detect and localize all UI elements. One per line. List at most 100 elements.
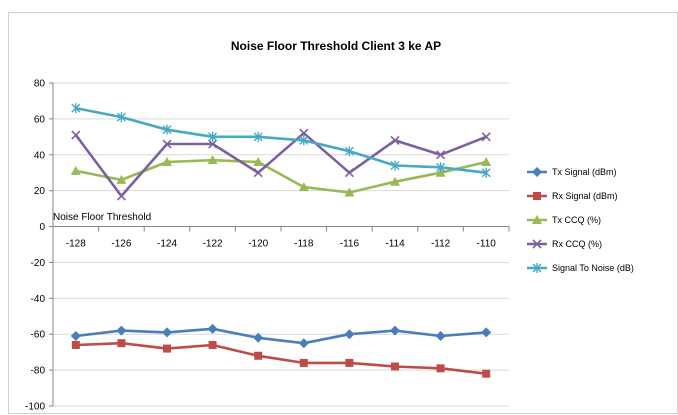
data-point [481, 167, 491, 178]
data-point [162, 156, 172, 166]
data-point [117, 339, 126, 348]
legend: Tx Signal (dBm) Rx Signal (dBm) Tx CCQ (%)… [527, 167, 634, 273]
y-tick-label: -80 [31, 366, 46, 377]
series-line [75, 327, 487, 345]
y-tick-label: -40 [31, 294, 46, 305]
data-point [482, 369, 491, 378]
x-axis: -128 -126 -124 -122 -120 -118 -116 -114 -112 -110 [52, 226, 510, 250]
y-tick-label: 60 [34, 114, 46, 125]
y-tick-label: -60 [31, 330, 46, 341]
legend-label: Rx Signal (dBm) [552, 191, 618, 201]
data-point [299, 128, 309, 138]
data-point [299, 135, 309, 146]
y-axis: -100 -80 -60 -40 -20 0 20 40 60 80 [25, 79, 54, 413]
data-point [208, 131, 218, 142]
data-point [390, 160, 400, 171]
data-point [344, 187, 355, 197]
series-4 [71, 128, 491, 201]
data-point [436, 364, 445, 373]
x-tick-label: -116 [340, 239, 360, 250]
legend-label: Rx CCQ (%) [552, 239, 602, 249]
data-point [390, 325, 400, 336]
data-point [71, 340, 80, 349]
y-tick-label: 80 [34, 79, 46, 90]
data-point [344, 146, 354, 157]
y-tick-label: 40 [34, 150, 46, 161]
legend-entry: Signal To Noise (dB) [527, 263, 634, 273]
data-point [436, 150, 446, 160]
series-group [70, 103, 492, 378]
data-point [481, 132, 491, 142]
data-point [207, 155, 218, 165]
data-point [116, 174, 127, 184]
data-point [208, 139, 218, 149]
data-point [481, 156, 492, 166]
legend-label: Signal To Noise (dB) [552, 263, 634, 273]
y-tick-label: -100 [25, 402, 45, 413]
data-point [391, 362, 399, 371]
data-point [435, 331, 446, 342]
data-point [253, 156, 264, 166]
y-tick-label: -20 [31, 258, 46, 269]
data-point [70, 165, 81, 175]
series-1 [70, 323, 492, 349]
data-point [481, 327, 492, 338]
legend-entry: Rx CCQ (%) [527, 239, 602, 249]
legend-entry: Rx Signal (dBm) [527, 191, 618, 201]
data-point [345, 358, 354, 367]
data-point [533, 192, 541, 200]
data-point [253, 131, 263, 142]
x-tick-label: -126 [111, 239, 131, 250]
series-line [75, 106, 487, 174]
data-point [253, 332, 264, 343]
data-point [70, 331, 81, 342]
series-line [75, 341, 487, 375]
x-tick-label: -122 [203, 239, 223, 250]
data-point [532, 215, 542, 224]
data-point [344, 329, 355, 340]
series-2 [71, 339, 491, 378]
data-point [207, 323, 218, 334]
data-point [116, 325, 127, 336]
data-point [162, 139, 172, 149]
series-line [74, 131, 487, 198]
legend-entry: Tx CCQ (%) [527, 215, 601, 225]
data-point [532, 239, 542, 249]
data-point [162, 327, 172, 338]
y-tick-label: 20 [34, 186, 46, 197]
x-tick-label: -112 [431, 239, 451, 250]
legend-label: Tx Signal (dBm) [552, 167, 617, 177]
data-point [71, 130, 81, 140]
data-point [208, 340, 217, 349]
x-tick-label: -114 [385, 239, 405, 250]
x-tick-label: -128 [66, 239, 86, 250]
data-point [344, 168, 354, 178]
data-point [298, 182, 309, 192]
legend-entry: Tx Signal (dBm) [527, 167, 617, 177]
data-point [436, 162, 446, 173]
y-tick-label: 0 [39, 222, 45, 233]
noise-floor-threshold-annotation: Noise Floor Threshold [53, 212, 151, 223]
data-point [163, 344, 171, 353]
data-point [71, 103, 81, 114]
data-point [390, 135, 400, 145]
x-tick-label: -110 [477, 239, 497, 250]
x-tick-label: -120 [248, 239, 268, 250]
x-tick-label: -124 [157, 239, 177, 250]
data-point [532, 167, 542, 177]
data-point [253, 168, 263, 178]
data-point [254, 351, 263, 360]
data-point [162, 124, 172, 135]
data-point [116, 112, 126, 123]
legend-label: Tx CCQ (%) [552, 215, 601, 225]
chart-title: Noise Floor Threshold Client 3 ke AP [231, 39, 441, 53]
data-point [116, 191, 126, 201]
series-5 [71, 103, 491, 178]
data-point [532, 263, 542, 273]
data-point [298, 338, 309, 349]
data-point [299, 358, 308, 367]
data-point [390, 176, 400, 186]
gridlines [53, 82, 509, 407]
